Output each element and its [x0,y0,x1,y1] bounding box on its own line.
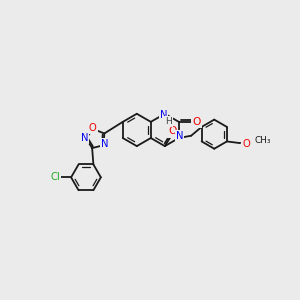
Text: N: N [101,140,109,149]
Text: O: O [192,117,201,127]
Text: Cl: Cl [50,172,60,182]
Text: N: N [160,110,167,119]
Text: N: N [176,131,183,141]
Text: O: O [89,123,97,133]
Text: O: O [242,139,250,149]
Text: H: H [165,117,172,126]
Text: O: O [168,127,177,136]
Text: CH₃: CH₃ [255,136,271,145]
Text: N: N [81,133,88,143]
